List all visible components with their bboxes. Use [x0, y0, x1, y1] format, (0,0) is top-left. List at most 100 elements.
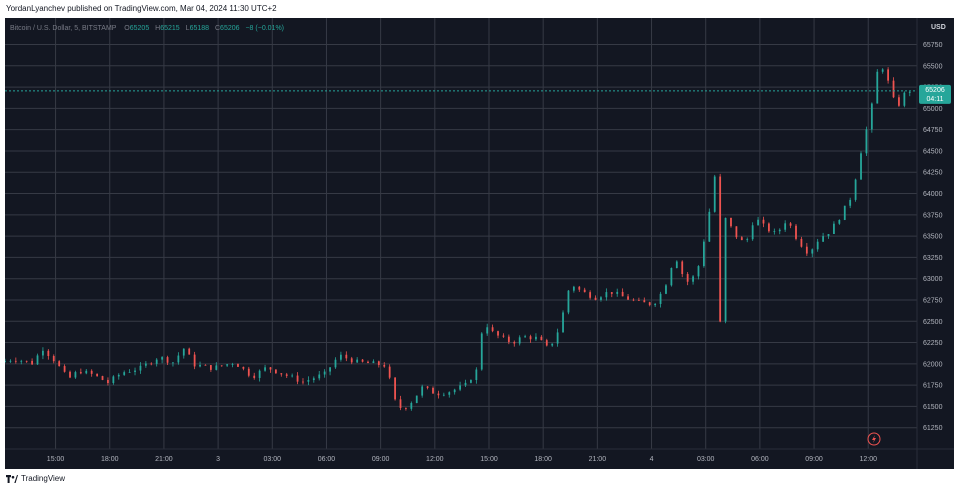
x-tick-label: 09:00	[805, 456, 823, 463]
candle-body	[762, 219, 765, 224]
candle-body	[524, 336, 527, 338]
y-tick-label: 65750	[923, 42, 943, 49]
candle-body	[285, 374, 288, 376]
symbol-description: Bitcoin / U.S. Dollar, 5, BITSTAMP	[10, 25, 117, 32]
x-tick-label: 21:00	[155, 456, 173, 463]
candle-body	[63, 366, 66, 372]
low-value: 65188	[190, 25, 210, 32]
candle-body	[600, 297, 602, 300]
price-chart[interactable]: 61250 61500 61750 62000 62250 62500 62750 63000…	[5, 18, 954, 469]
candle-body	[773, 231, 776, 233]
candle-body	[892, 80, 895, 98]
change-value: −8 (−0.01%)	[245, 25, 284, 32]
candle-body	[670, 268, 673, 286]
candle-body	[800, 238, 803, 247]
candle-body	[231, 364, 234, 365]
candle-body	[204, 364, 207, 366]
high-value: 65215	[160, 25, 180, 32]
candle-body	[567, 290, 570, 313]
candle-body	[708, 211, 711, 242]
y-tick-label: 61250	[923, 425, 943, 432]
candle-body	[637, 299, 640, 301]
y-tick-label: 62000	[923, 361, 943, 368]
candle-body	[415, 395, 418, 404]
y-tick-label: 63000	[923, 276, 943, 283]
candle-body	[112, 376, 115, 384]
candle-body	[36, 355, 39, 365]
candle-body	[648, 302, 651, 306]
chart-frame[interactable]: 61250 61500 61750 62000 62250 62500 62750 63000…	[5, 18, 954, 469]
candle-body	[139, 365, 142, 371]
time-axis[interactable]: 15:00 18:00 21:00 3 03:00 06:00 09:00 12:00 15:0…	[5, 448, 954, 463]
close-value: 65206	[220, 25, 240, 32]
tradingview-logo[interactable]: TradingView	[0, 469, 65, 489]
candle-body	[209, 365, 212, 370]
candle-body	[540, 336, 543, 341]
candle-body	[14, 360, 17, 362]
candle-body	[535, 336, 537, 340]
candle-body	[172, 362, 174, 364]
candle-body	[188, 348, 191, 355]
candle-body	[843, 205, 846, 220]
candle-body	[85, 370, 88, 374]
candle-body	[686, 274, 689, 282]
candle-body	[789, 223, 792, 226]
candle-body	[735, 226, 738, 238]
candle-body	[730, 217, 732, 227]
x-tick-label: 3	[216, 456, 220, 463]
candle-body	[529, 336, 532, 340]
candle-body	[101, 376, 104, 380]
x-tick-label: 03:00	[264, 456, 282, 463]
candle-body	[215, 365, 218, 370]
candle-body	[334, 359, 337, 368]
candle-body	[134, 370, 136, 373]
candle-body	[746, 239, 749, 241]
candle-body	[643, 300, 646, 303]
candle-body	[345, 354, 348, 359]
candle-body	[350, 358, 353, 363]
y-tick-label: 63750	[923, 212, 943, 219]
candle-body	[182, 348, 185, 356]
candle-body	[421, 386, 424, 396]
candle-body	[242, 366, 245, 369]
candle-body	[123, 372, 126, 375]
x-tick-label: 06:00	[751, 456, 769, 463]
candle-body	[220, 365, 223, 367]
candle-body	[518, 337, 521, 344]
candle-body	[545, 340, 548, 346]
candle-body	[497, 331, 499, 336]
candle-body	[697, 266, 700, 277]
x-tick-label: 18:00	[534, 456, 552, 463]
candle-body	[25, 360, 28, 362]
candle-body	[237, 364, 239, 367]
candle-body	[665, 285, 667, 294]
lightning-icon[interactable]	[867, 432, 881, 446]
x-tick-label: 12:00	[426, 456, 444, 463]
last-price-tag: 65206 04:11	[919, 84, 951, 104]
low-label: L	[186, 25, 190, 32]
candle-body	[90, 370, 93, 374]
candle-body	[870, 103, 873, 130]
candle-body	[312, 378, 315, 381]
candle-body	[556, 332, 559, 344]
candle-body	[58, 361, 61, 367]
candle-body	[410, 403, 413, 409]
candle-body	[702, 241, 705, 267]
candle-body	[865, 129, 868, 154]
open-label: O	[124, 25, 130, 32]
candle-body	[318, 374, 321, 379]
candle-body	[96, 373, 99, 377]
candle-body	[583, 289, 586, 293]
candle-body	[621, 291, 624, 297]
price-axis[interactable]: 61250 61500 61750 62000 62250 62500 62750 63000…	[916, 18, 943, 469]
candle-body	[594, 297, 597, 300]
candle-body	[367, 361, 369, 364]
y-tick-label: 62500	[923, 319, 943, 326]
x-tick-label: 21:00	[589, 456, 607, 463]
candle-body	[908, 92, 911, 93]
candle-body	[161, 357, 164, 360]
candle-body	[42, 350, 44, 356]
high-label: H	[155, 25, 160, 32]
candle-body	[291, 375, 294, 377]
candle-body	[795, 225, 797, 239]
